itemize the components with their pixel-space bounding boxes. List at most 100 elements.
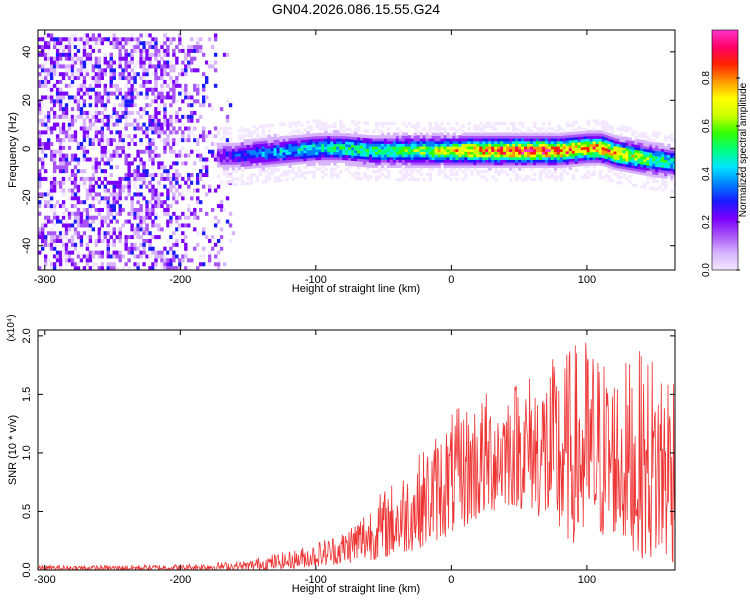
spectrogram-cell [330, 151, 334, 155]
spectrogram-cell [613, 164, 617, 168]
spectrogram-cell [339, 143, 343, 147]
spectrogram-cell [240, 142, 245, 146]
spectrogram-cell [494, 156, 498, 160]
spectrogram-cell [55, 52, 60, 57]
spectrogram-cell [360, 147, 364, 152]
spectrogram-cell [437, 153, 441, 158]
spectrogram-cell [240, 150, 245, 154]
spectrogram-cell [503, 145, 507, 150]
spectrogram-cell [38, 52, 42, 57]
spectrogram-cell [640, 169, 644, 173]
spectrogram-cell [455, 151, 459, 155]
spectrogram-cell [97, 219, 102, 224]
spectrogram-cell [55, 258, 60, 263]
spectrogram-cell [112, 37, 116, 42]
spectrogram-cell [416, 153, 421, 158]
spectrogram-cell [461, 177, 465, 182]
spectrogram-cell [470, 153, 474, 158]
spectrogram-cell [166, 169, 170, 174]
spectrogram-cell [455, 164, 459, 168]
spectrogram-cell [571, 176, 576, 181]
spectrogram-cell [360, 155, 364, 160]
spectrogram-cell [634, 165, 638, 169]
spectrogram-cell [643, 140, 647, 144]
spectrogram-cell [127, 52, 131, 57]
spectrogram-cell [562, 166, 567, 171]
spectrogram-cell [437, 143, 441, 147]
spectrogram-cell [201, 227, 206, 232]
spectrogram-cell [213, 52, 218, 57]
spectrogram-cell [142, 215, 146, 220]
spectrogram-cell [46, 204, 51, 209]
spectrogram-cell [446, 151, 450, 155]
spectrogram-cell [115, 95, 119, 100]
spectrogram-cell [124, 176, 128, 181]
spectrogram-cell [103, 107, 107, 112]
spectrogram-cell [559, 145, 564, 150]
spectrogram-cell [106, 250, 110, 255]
spectrogram-cell [416, 156, 421, 160]
spectrogram-cell [363, 139, 367, 144]
spectrogram-cell [88, 126, 93, 131]
spectrogram-cell [46, 48, 51, 53]
spectrogram-cell [43, 235, 48, 240]
spectrogram-cell [312, 135, 316, 140]
spectrogram-cell [664, 167, 668, 171]
spectrogram-cell [565, 121, 570, 125]
spectrogram-cell [199, 48, 203, 53]
spectrogram-cell [225, 138, 230, 143]
snr-plot-area [38, 342, 675, 570]
spectrogram-cell [97, 95, 102, 100]
spectrogram-cell [443, 135, 447, 139]
spectrogram-cell [586, 143, 591, 147]
spectrogram-cell [115, 37, 119, 42]
spectrogram-cell [541, 135, 546, 139]
spectrogram-cell [46, 95, 51, 100]
spectrogram-cell [40, 165, 45, 170]
spectrogram-cell [148, 138, 152, 143]
spectrogram-cell [330, 154, 334, 158]
spectrogram-cell [348, 170, 352, 174]
spectrogram-cell [529, 164, 534, 168]
spectrogram-cell [175, 161, 179, 166]
spectrogram-cell [255, 175, 260, 179]
spectrogram-cell [199, 45, 203, 50]
spectrogram-cell [288, 156, 292, 160]
spectrogram-cell [112, 122, 116, 127]
spectrogram-cell [458, 159, 462, 163]
spectrogram-cell [303, 147, 307, 151]
spectrogram-cell [535, 159, 540, 163]
spectrogram-cell [544, 167, 549, 171]
spectrogram-cell [148, 149, 152, 154]
spectrogram-cell [202, 270, 205, 274]
spectrogram-cell [628, 164, 632, 168]
spectrogram-cell [610, 179, 614, 183]
spectrogram-cell [70, 223, 75, 228]
spectrogram-cell [112, 196, 116, 201]
spectrogram-cell [112, 204, 116, 209]
spectrogram-cell [324, 146, 328, 150]
spectrogram-cell [264, 164, 269, 168]
spectrogram-cell [389, 151, 394, 155]
spectrogram-cell [297, 153, 301, 157]
spectrogram-cell [538, 148, 543, 152]
spectrogram-cell [303, 160, 307, 164]
spectrogram-cell [184, 180, 188, 185]
spectrogram-cell [327, 146, 331, 150]
spectrogram-cell [282, 122, 286, 126]
spectrogram-cell [526, 145, 531, 150]
spectrogram-cell [535, 137, 540, 142]
spectrogram-cell [500, 137, 504, 142]
spectrogram-cell [410, 167, 415, 171]
spectrogram-cell [58, 103, 63, 108]
spectrogram-cell [535, 156, 540, 160]
spectrogram-cell [190, 95, 194, 100]
spectrogram-cell [142, 227, 146, 232]
spectrogram-cell [586, 132, 591, 137]
spectrogram-cell [169, 149, 173, 154]
spectrogram-cell [357, 128, 361, 133]
spectrogram-cell [82, 60, 87, 65]
spectrogram-cell [163, 48, 167, 53]
spectrogram-cell [565, 134, 570, 139]
spectrogram-cell [130, 99, 134, 104]
